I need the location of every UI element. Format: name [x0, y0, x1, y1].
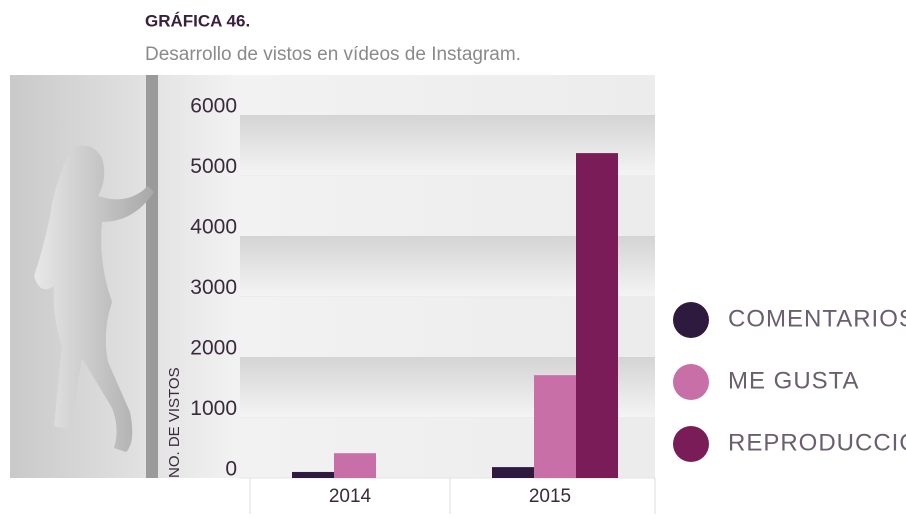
legend-swatch: [673, 364, 709, 400]
bar: [292, 471, 334, 478]
x-tick-label: 2014: [329, 486, 372, 507]
chart-title: GRÁFICA 46.: [145, 11, 250, 30]
bar: [534, 375, 576, 478]
legend-label: COMENTARIOS: [728, 305, 906, 332]
y-tick-label: 0: [225, 458, 237, 481]
silhouette: [34, 145, 154, 452]
bar: [334, 453, 376, 478]
legend-swatch: [673, 302, 709, 338]
chart-subtitle: Desarrollo de vistos en vídeos de Instag…: [145, 44, 521, 65]
legend-label: ME GUSTA: [728, 367, 860, 394]
bar: [576, 153, 618, 479]
y-tick-label: 2000: [190, 337, 237, 360]
y-axis-label: NO. DE VISTOS: [166, 367, 183, 478]
y-tick-label: 4000: [190, 216, 237, 239]
y-tick-label: 5000: [190, 155, 237, 178]
y-tick-label: 6000: [190, 95, 237, 118]
y-tick-label: 3000: [190, 276, 237, 299]
pole: [146, 75, 158, 478]
legend-label: REPRODUCCIONES: [728, 429, 906, 456]
x-tick-label: 2015: [529, 486, 571, 507]
y-tick-label: 1000: [190, 397, 237, 420]
bar: [492, 467, 534, 478]
legend-swatch: [673, 426, 709, 462]
